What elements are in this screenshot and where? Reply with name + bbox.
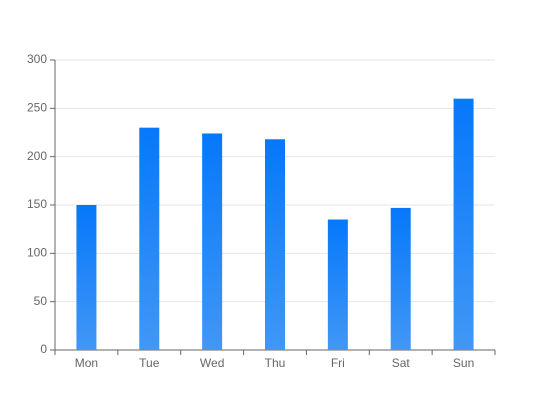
bar — [202, 133, 223, 350]
bar — [76, 205, 97, 350]
bar — [265, 139, 285, 350]
bar — [453, 98, 474, 351]
bar — [139, 127, 160, 351]
x-tick-label: Sun — [453, 356, 474, 370]
y-tick-label: 100 — [27, 246, 47, 260]
y-tick-label: 200 — [27, 149, 47, 163]
y-tick-label: 250 — [27, 101, 47, 115]
x-tick-label: Tue — [139, 356, 160, 370]
y-tick-label: 150 — [27, 197, 47, 211]
y-tick-label: 50 — [34, 294, 48, 308]
x-tick-label: Wed — [200, 356, 224, 370]
x-tick-label: Thu — [265, 356, 286, 370]
y-tick-label: 0 — [40, 342, 47, 356]
y-tick-label: 300 — [27, 52, 47, 66]
x-tick-label: Fri — [331, 356, 345, 370]
bar — [390, 207, 411, 350]
x-tick-label: Sat — [392, 356, 411, 370]
bar — [327, 219, 348, 350]
x-tick-label: Mon — [75, 356, 98, 370]
